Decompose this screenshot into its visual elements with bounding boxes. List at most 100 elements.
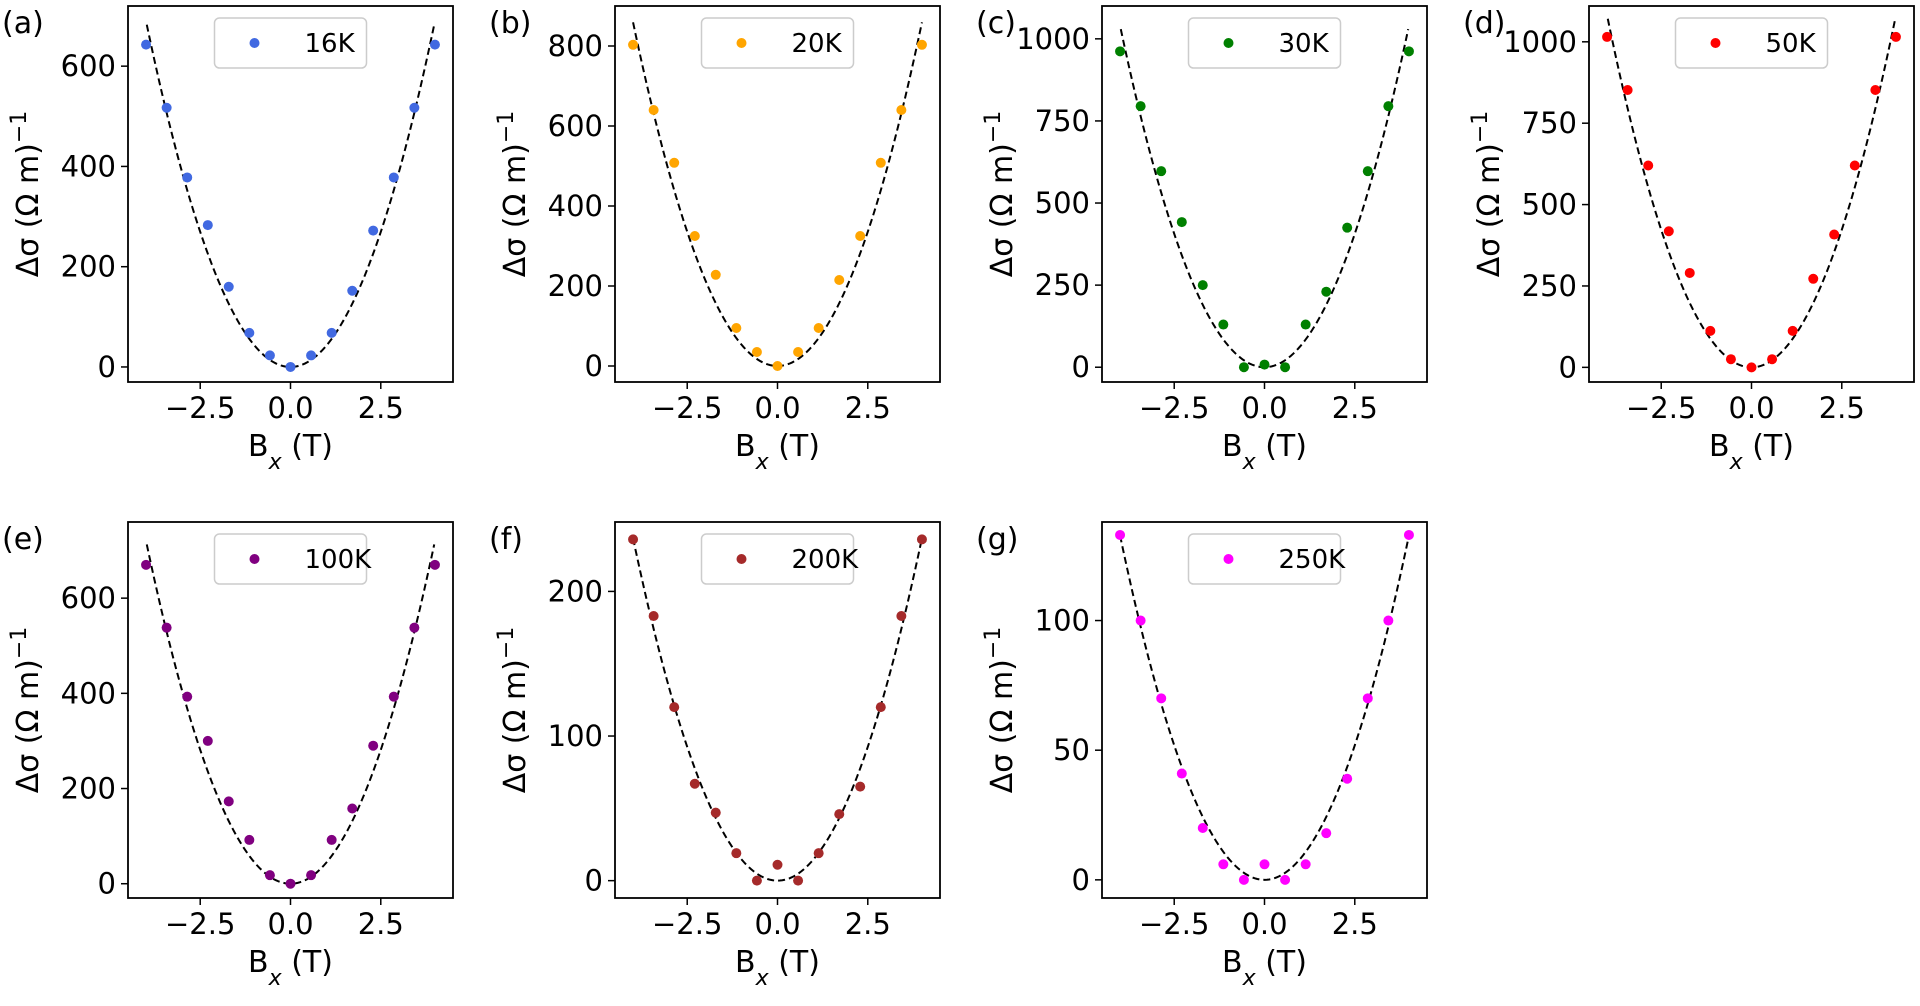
x-tick-label: 2.5 (358, 907, 404, 941)
data-point (388, 691, 399, 702)
x-tick-label: 0.0 (754, 907, 800, 941)
data-point (1767, 354, 1778, 365)
data-point (1176, 217, 1187, 228)
fit-curve (1119, 28, 1410, 369)
chart-f: (f) −2.5 0.0 2.5 0 100 200 Bx (T) Δσ (Ω m)−1 200K (489, 521, 941, 991)
legend-box (213, 533, 368, 585)
legend-marker (1223, 38, 1234, 48)
data-point (306, 870, 317, 881)
x-tick-label: 2.5 (845, 391, 891, 425)
chart-c: (c) −2.5 0.0 2.5 0 250 500 750 1000 Bx (T) Δσ (Ω m… (976, 5, 1428, 475)
data-point (916, 534, 927, 545)
legend-marker (249, 554, 260, 564)
x-axis-label: Bx (T) (735, 429, 820, 475)
x-tick-label: −2.5 (1626, 391, 1696, 425)
data-point (182, 691, 193, 702)
data-point (648, 105, 659, 115)
y-tick-label: 600 (61, 49, 116, 83)
data-point (1176, 768, 1187, 779)
legend-box (700, 533, 855, 585)
legend-label: 20K (792, 29, 843, 59)
y-tick-label: 0 (98, 350, 116, 384)
data-point (813, 848, 824, 859)
panel-label: (g) (976, 522, 1018, 557)
data-point (429, 39, 440, 50)
x-axis-label: Bx (T) (1222, 429, 1307, 475)
data-point (1115, 529, 1126, 540)
data-point (669, 157, 680, 168)
legend: 100K (213, 533, 372, 585)
y-tick-label: 600 (548, 109, 603, 143)
data-point (223, 796, 234, 807)
data-point (1602, 31, 1613, 42)
panel-d: (d) −2.5 0.0 2.5 0 250 500 750 1000 Bx (T) Δσ (Ω m… (1461, 0, 1920, 490)
y-axis-label: Δσ (Ω m)−1 (494, 627, 534, 794)
data-point (1684, 267, 1695, 278)
data-point (326, 327, 337, 338)
panel-c: (c) −2.5 0.0 2.5 0 250 500 750 1000 Bx (T) Δσ (Ω m… (974, 0, 1454, 490)
y-tick-label: 1000 (1016, 22, 1090, 56)
y-axis-label: Δσ (Ω m)−1 (981, 111, 1021, 278)
x-tick-label: 0.0 (1241, 391, 1287, 425)
x-tick-label: 0.0 (267, 391, 313, 425)
data-point (368, 225, 379, 236)
data-point (161, 102, 172, 113)
y-tick-label: 800 (548, 29, 603, 63)
data-point (731, 323, 742, 333)
data-point (1197, 280, 1208, 291)
panel-b: (b) −2.5 0.0 2.5 0 200 400 600 800 Bx (T) Δσ (Ω m)… (487, 0, 967, 490)
x-axis-label: Bx (T) (735, 945, 820, 991)
data-point (409, 102, 420, 113)
y-tick-label: 0 (98, 867, 116, 901)
data-point (1197, 822, 1208, 833)
data-point (347, 803, 358, 814)
legend-marker (1223, 554, 1234, 564)
data-point (244, 834, 255, 845)
x-tick-label: 2.5 (358, 391, 404, 425)
data-point (710, 807, 721, 818)
y-tick-label: 200 (61, 250, 116, 284)
y-tick-label: 0 (1072, 350, 1090, 384)
data-point (1383, 615, 1394, 626)
data-point (689, 778, 700, 789)
data-point (1135, 101, 1146, 112)
y-tick-label: 750 (1522, 106, 1577, 140)
data-point (182, 172, 193, 183)
y-axis-label: Δσ (Ω m)−1 (7, 111, 47, 278)
data-point (1156, 166, 1167, 177)
y-tick-label: 0 (1559, 350, 1577, 384)
data-point (388, 172, 399, 183)
y-tick-label: 600 (61, 581, 116, 615)
panel-e: (e) −2.5 0.0 2.5 0 200 400 600 Bx (T) Δσ (Ω m)−1 1… (0, 516, 480, 1006)
data-point (1849, 160, 1860, 171)
panel-a: (a) −2.5 0.0 2.5 0 200 400 600 Bx (T) Δσ (Ω m)−1 1… (0, 0, 480, 490)
y-tick-label: 200 (548, 574, 603, 608)
data-point (772, 361, 783, 371)
fit-curve (632, 22, 923, 368)
data-point (1746, 362, 1757, 373)
y-tick-label: 0 (585, 349, 603, 383)
panel-label: (c) (976, 6, 1016, 41)
fit-curve (1119, 535, 1410, 881)
data-point (628, 39, 639, 50)
legend-marker (249, 38, 260, 48)
panel-label: (b) (489, 6, 531, 41)
fit-curve (1606, 18, 1897, 369)
data-point (141, 559, 152, 570)
data-point (1321, 828, 1332, 839)
x-axis-label: Bx (T) (248, 429, 333, 475)
data-point (1362, 693, 1373, 704)
data-point (202, 735, 213, 746)
data-point (1663, 226, 1674, 237)
data-point (368, 740, 379, 751)
data-point (1890, 31, 1901, 42)
data-point (1725, 354, 1736, 365)
chart-b: (b) −2.5 0.0 2.5 0 200 400 600 800 Bx (T) Δσ (Ω m)… (489, 5, 941, 475)
data-point (1135, 615, 1146, 626)
data-point (326, 834, 337, 845)
data-point (855, 231, 866, 241)
legend-box (1674, 17, 1829, 69)
legend-label: 50K (1766, 29, 1817, 59)
data-point (1829, 229, 1840, 240)
legend-marker (736, 38, 747, 48)
